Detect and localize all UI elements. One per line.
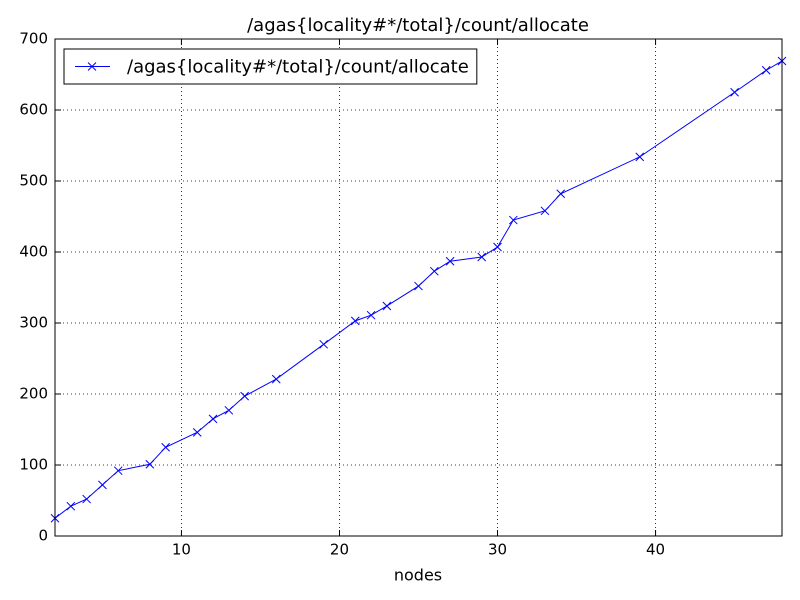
x-tick-label: 30	[488, 541, 507, 559]
data-marker	[635, 152, 645, 162]
data-marker	[224, 405, 234, 415]
y-tick-label: 0	[38, 527, 48, 545]
x-tick-label: 10	[172, 541, 191, 559]
data-marker	[730, 87, 739, 97]
x-tick-label: 20	[330, 541, 349, 559]
data-marker	[350, 316, 360, 326]
data-marker	[208, 414, 218, 424]
data-marker	[556, 189, 566, 199]
data-marker	[319, 339, 329, 349]
plot-frame	[54, 38, 783, 537]
y-tick-label: 500	[19, 172, 48, 190]
data-marker	[271, 374, 281, 384]
data-marker	[508, 215, 518, 225]
y-tick-label: 400	[19, 243, 48, 261]
legend-marker	[87, 62, 97, 71]
data-marker	[429, 266, 439, 276]
data-marker	[82, 494, 91, 504]
y-tick-label: 100	[19, 456, 48, 474]
data-line	[54, 60, 783, 519]
data-marker	[192, 427, 202, 437]
y-tick-label: 700	[19, 30, 48, 48]
y-tick-label: 600	[19, 101, 48, 119]
data-marker	[98, 480, 107, 490]
data-marker	[493, 242, 502, 252]
data-marker	[540, 206, 550, 216]
data-marker	[240, 391, 250, 401]
data-marker	[113, 466, 123, 476]
chart-title: /agas{locality#*/total}/count/allocate	[247, 15, 589, 36]
x-tick-label: 40	[646, 541, 665, 559]
data-marker	[66, 501, 76, 511]
data-marker	[366, 310, 376, 320]
legend-box	[63, 48, 478, 85]
x-axis-label: nodes	[394, 566, 442, 585]
data-marker	[477, 252, 487, 262]
data-marker	[382, 301, 392, 311]
data-marker	[761, 65, 771, 75]
data-marker	[161, 442, 170, 452]
data-marker	[445, 256, 455, 266]
plot: 0 100 200 300 400 500 600 700 10 20 30 40/agas{loca…	[19, 30, 787, 559]
y-tick-label: 200	[19, 385, 48, 403]
data-marker	[145, 459, 155, 469]
data-marker	[414, 281, 423, 291]
y-tick-label: 300	[19, 314, 48, 332]
legend-label: /agas{locality#*/total}/count/allocate	[127, 57, 469, 78]
